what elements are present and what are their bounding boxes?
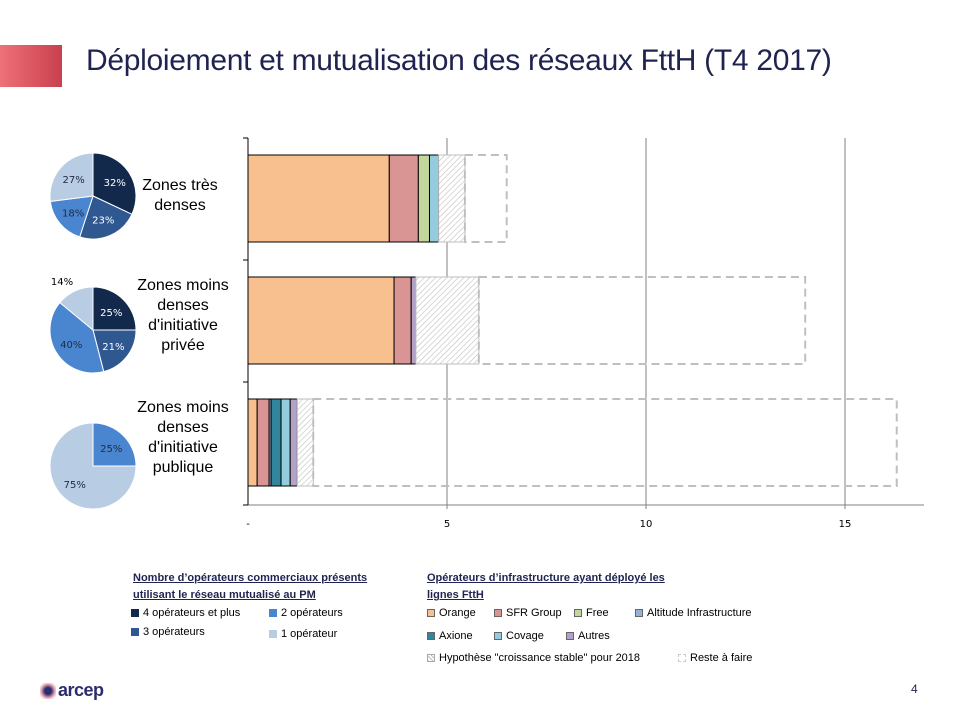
- legend-swatch: [269, 630, 277, 638]
- bar-segment-hypoth-se-croissance-stable-pour-2018: [438, 154, 466, 243]
- legend-swatch: [131, 609, 139, 617]
- legend-infra-item: Hypothèse "croissance stable" pour 2018: [427, 652, 640, 664]
- legend-swatch: [678, 654, 686, 662]
- pie-data-label: 25%: [100, 444, 122, 455]
- pie-data-label: 14%: [51, 277, 73, 288]
- x-tick-label: 5: [444, 519, 450, 530]
- legend-label: Altitude Infrastructure: [647, 607, 752, 619]
- legend-infra-item: SFR Group: [494, 607, 562, 619]
- pie-data-label: 18%: [62, 208, 84, 219]
- legend-swatch: [574, 609, 582, 617]
- legend-infra-title: Opérateurs d’infrastructure ayant déploy…: [427, 572, 665, 601]
- legend-infra-item: Reste à faire: [678, 652, 752, 664]
- bar-segment-hypoth-se-croissance-stable-pour-2018: [296, 398, 314, 487]
- legend-label: Axione: [439, 630, 473, 642]
- legend-swatch: [427, 609, 435, 617]
- pie-slice: [49, 152, 94, 202]
- legend-swatch: [427, 654, 435, 662]
- legend-label: 1 opérateur: [281, 628, 338, 640]
- bar-segment-orange: [247, 398, 258, 487]
- pie-data-label: 75%: [64, 480, 86, 491]
- pie-slice: [79, 195, 133, 240]
- legend-label: Orange: [439, 607, 476, 619]
- bar-segment-orange: [247, 276, 395, 365]
- legend-label: 3 opérateurs: [143, 626, 205, 638]
- x-tick-label: -: [246, 519, 250, 530]
- legend-commercial-item: 2 opérateurs: [269, 607, 343, 619]
- bar-segment-sfr-group: [393, 276, 412, 365]
- x-tick-label: 15: [839, 519, 852, 530]
- pie-data-label: 27%: [63, 175, 85, 186]
- legend-infra-item: Free: [574, 607, 609, 619]
- legend-commercial-item: 3 opérateurs: [131, 626, 205, 638]
- bar-segment-reste-faire: [312, 398, 898, 487]
- legend-infra-item: Axione: [427, 630, 473, 642]
- bar-segment-axione: [270, 398, 282, 487]
- pie-slice: [59, 286, 94, 332]
- pie-slice: [92, 152, 137, 215]
- pie-slice: [49, 422, 137, 510]
- title-accent-bar: [0, 45, 62, 87]
- bar-segment-covage: [280, 398, 291, 487]
- legend-infra-item: Altitude Infrastructure: [635, 607, 752, 619]
- zone-label-tres-denses: Zones très denses: [142, 177, 218, 214]
- arcep-logo-icon: [40, 682, 56, 699]
- x-tick-label: 10: [640, 519, 653, 530]
- bar-segment-free: [417, 154, 430, 243]
- pie-slice: [49, 195, 94, 238]
- zone-label-publique: Zones moins denses d'initiative publique: [137, 399, 229, 476]
- pie-slice: [49, 301, 105, 374]
- pie-data-label: 32%: [104, 178, 126, 189]
- pie-data-label: 40%: [60, 340, 82, 351]
- slide-title: Déploiement et mutualisation des réseaux…: [86, 44, 832, 77]
- zone-label-privee: Zones moins denses d'initiative privée: [137, 277, 229, 354]
- legend-label: 4 opérateurs et plus: [143, 607, 241, 619]
- bar-segment-reste-faire: [477, 276, 807, 365]
- legend-label: Reste à faire: [690, 652, 753, 664]
- bar-segment-orange: [247, 154, 390, 243]
- legend-label: Free: [586, 607, 609, 619]
- pie-slice: [92, 286, 137, 331]
- pie-slice: [92, 422, 137, 467]
- legend-swatch: [427, 632, 435, 640]
- pie-data-label: 25%: [100, 308, 122, 319]
- bar-segment-hypoth-se-croissance-stable-pour-2018: [415, 276, 480, 365]
- legend-swatch: [635, 609, 643, 617]
- bar-segment-reste-faire: [463, 154, 508, 243]
- legend-swatch: [494, 609, 502, 617]
- legend-label: 2 opérateurs: [281, 607, 343, 619]
- legend-label: SFR Group: [506, 607, 562, 619]
- bar-segment-autres: [410, 276, 417, 365]
- legend-infra-item: Covage: [494, 630, 544, 642]
- legend-label: Autres: [578, 630, 610, 642]
- arcep-logo-text: arcep: [58, 680, 104, 700]
- page-number: 4: [911, 682, 918, 696]
- legend-commercial-title: Nombre d’opérateurs commerciaux présents…: [133, 572, 368, 601]
- legend-swatch: [494, 632, 502, 640]
- legend-swatch: [566, 632, 574, 640]
- pie-data-label: 23%: [92, 216, 114, 227]
- legend-commercial-item: 1 opérateur: [269, 628, 337, 640]
- arcep-logo: arcep: [40, 680, 104, 701]
- legend-commercial-item: 4 opérateurs et plus: [131, 607, 240, 619]
- pie-slice: [92, 329, 137, 373]
- legend-label: Hypothèse "croissance stable" pour 2018: [439, 652, 641, 664]
- legend-swatch: [269, 609, 277, 617]
- legend-infra-item: Orange: [427, 607, 476, 619]
- pie-data-label: 21%: [102, 342, 124, 353]
- legend-label: Covage: [506, 630, 544, 642]
- bar-segment-covage: [428, 154, 440, 243]
- bar-segment-sfr-group: [256, 398, 270, 487]
- legend-infra-item: Autres: [566, 630, 610, 642]
- legend-swatch: [131, 628, 139, 636]
- bar-segment-sfr-group: [388, 154, 419, 243]
- bar-segment-autres: [289, 398, 298, 487]
